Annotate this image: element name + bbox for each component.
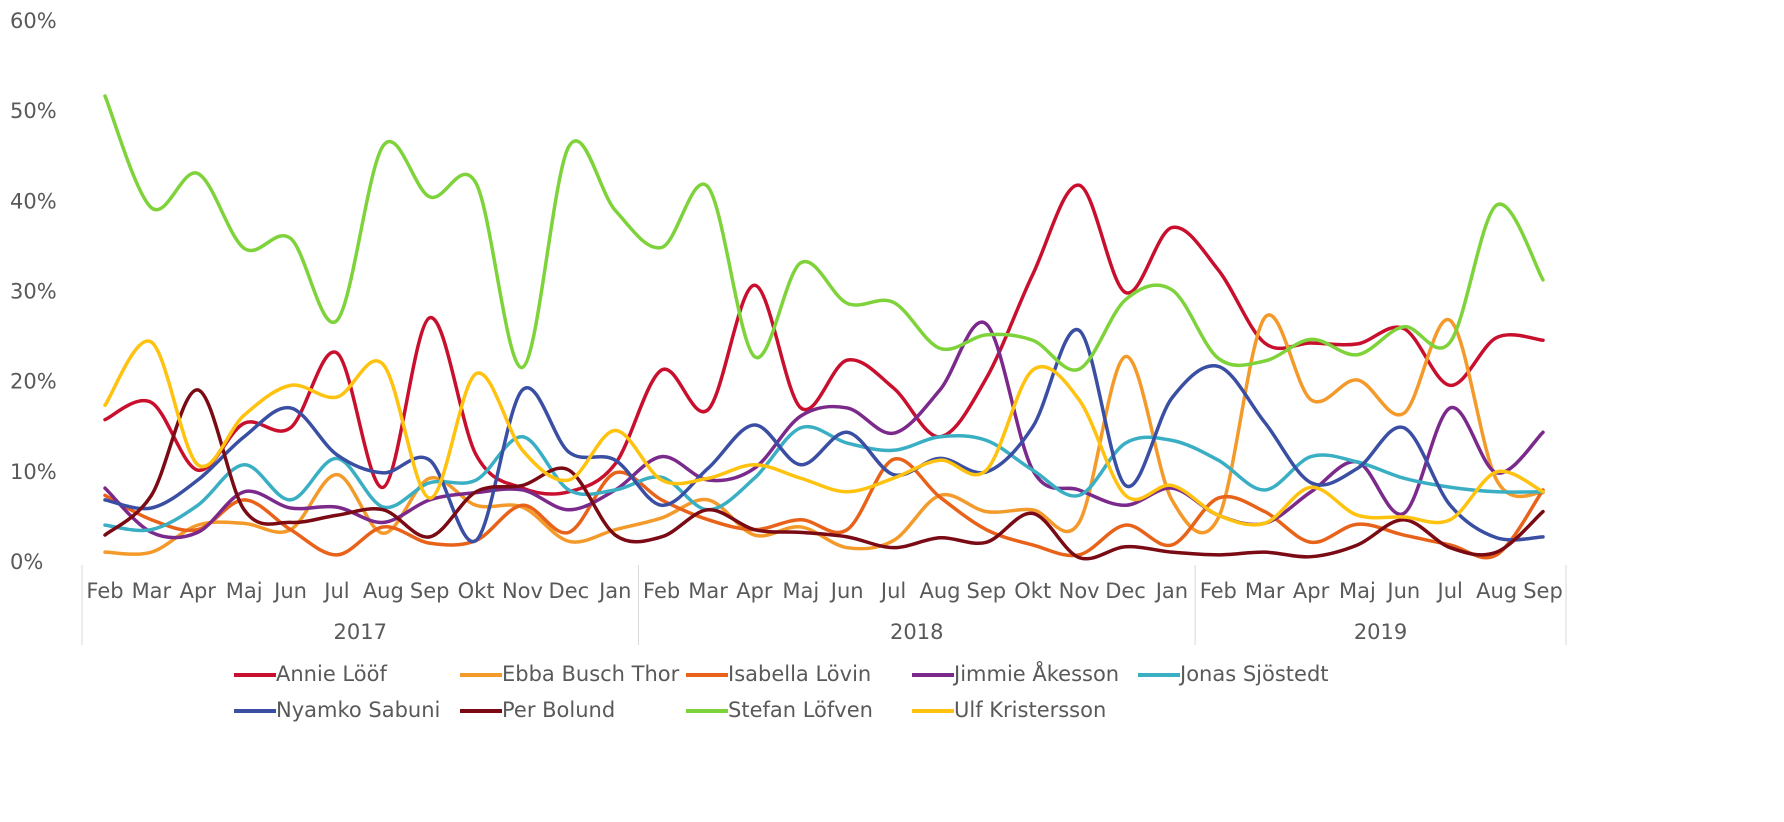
x-tick-label: Jun — [1385, 579, 1420, 603]
x-tick-label: Jul — [879, 579, 906, 603]
x-tick-label: Mar — [688, 579, 728, 603]
series-line — [103, 183, 1545, 496]
x-tick-label: Aug — [919, 579, 960, 603]
legend-label: Ebba Busch Thor — [502, 662, 680, 686]
y-tick-label: 10% — [10, 460, 57, 484]
series-line — [103, 424, 1545, 533]
x-group-label: 2017 — [333, 620, 386, 644]
legend-label: Isabella Lövin — [728, 662, 871, 686]
x-tick-label: Apr — [180, 579, 217, 603]
legend-label: Annie Lööf — [276, 662, 387, 686]
series-line — [103, 388, 1545, 561]
x-tick-label: Mar — [1245, 579, 1285, 603]
y-tick-label: 20% — [10, 370, 57, 394]
x-tick-label: Jan — [1154, 579, 1188, 603]
x-tick-label: Jul — [1436, 579, 1463, 603]
x-tick-label: Aug — [1476, 579, 1517, 603]
series-line — [103, 313, 1545, 556]
x-tick-label: Maj — [1339, 579, 1376, 603]
x-tick-label: Apr — [736, 579, 773, 603]
x-tick-label: Apr — [1293, 579, 1330, 603]
x-tick-label: Sep — [967, 579, 1007, 603]
legend-label: Nyamko Sabuni — [276, 698, 440, 722]
y-tick-label: 0% — [10, 550, 43, 574]
x-tick-label: Dec — [549, 579, 590, 603]
x-tick-label: Okt — [458, 579, 495, 603]
x-tick-label: Nov — [1059, 579, 1100, 603]
y-tick-label: 40% — [10, 189, 57, 213]
x-tick-label: Feb — [1200, 579, 1237, 603]
x-tick-label: Maj — [782, 579, 819, 603]
x-tick-label: Jun — [272, 579, 307, 603]
x-tick-label: Sep — [1523, 579, 1563, 603]
x-tick-label: Sep — [410, 579, 450, 603]
x-tick-label: Maj — [226, 579, 263, 603]
x-tick-label: Feb — [643, 579, 680, 603]
x-tick-label: Jan — [597, 579, 631, 603]
y-tick-label: 30% — [10, 280, 57, 304]
series-line — [103, 339, 1545, 527]
y-tick-label: 60% — [10, 9, 57, 33]
x-tick-label: Nov — [502, 579, 543, 603]
x-tick-label: Mar — [132, 579, 172, 603]
series-line — [103, 94, 1545, 372]
series-line — [103, 328, 1545, 544]
x-tick-label: Jun — [829, 579, 864, 603]
x-group-label: 2019 — [1354, 620, 1407, 644]
legend-label: Stefan Löfven — [728, 698, 873, 722]
x-tick-label: Jul — [322, 579, 349, 603]
legend-label: Jimmie Åkesson — [952, 660, 1119, 686]
legend-label: Jonas Sjöstedt — [1178, 662, 1329, 686]
x-tick-label: Okt — [1014, 579, 1051, 603]
series-line — [103, 457, 1545, 560]
x-group-label: 2018 — [890, 620, 943, 644]
legend-label: Per Bolund — [502, 698, 615, 722]
y-tick-label: 50% — [10, 99, 57, 123]
x-tick-label: Feb — [86, 579, 123, 603]
x-tick-label: Dec — [1105, 579, 1146, 603]
x-tick-label: Aug — [363, 579, 404, 603]
legend-label: Ulf Kristersson — [954, 698, 1106, 722]
